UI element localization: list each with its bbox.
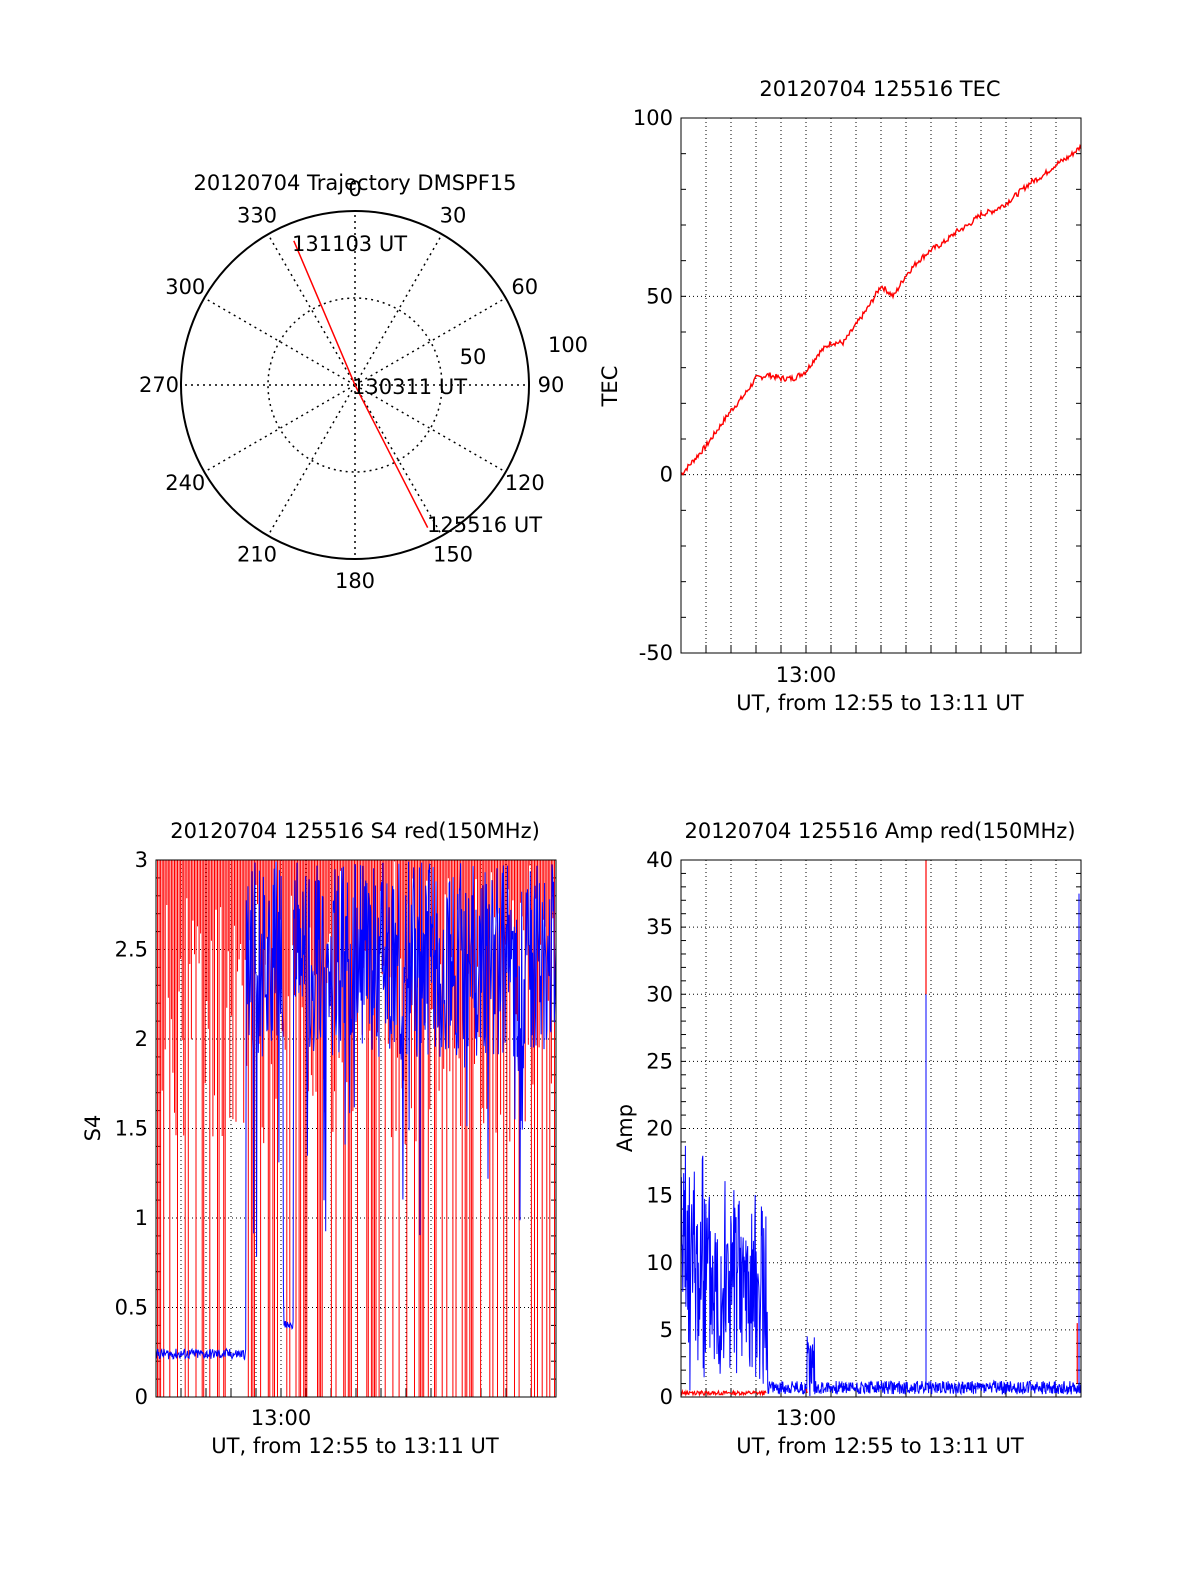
amp-red-series — [680, 860, 1078, 1397]
polar-trajectory-line — [293, 240, 429, 528]
amp-yticks-40: 40 — [646, 848, 673, 872]
s4-frame — [155, 859, 557, 1398]
traj-label-end: 131103 UT — [292, 232, 407, 256]
polar-grid — [181, 211, 529, 559]
polar-trajectory — [293, 240, 429, 528]
tec-xlabel: UT, from 12:55 to 13:11 UT — [736, 691, 1024, 715]
polar-azimuth-label-0: 0 — [348, 177, 361, 201]
tec-panel: 20120704 125516 TEC -50 0 50 100 13:00 UT, … — [598, 77, 1082, 715]
polar-azimuth-label-210: 210 — [237, 543, 277, 567]
tec-grid — [681, 117, 1081, 654]
polar-azimuth-label-240: 240 — [165, 471, 205, 495]
polar-spoke-330 — [267, 233, 356, 386]
traj-label-mid: 130311 UT — [352, 375, 467, 399]
polar-radial-label-50: 50 — [460, 345, 487, 369]
tec-frame — [680, 117, 1082, 654]
amp-y-tick-labels: 0 5 10 15 20 25 30 35 40 — [646, 848, 673, 1409]
polar-spoke-150 — [354, 384, 443, 537]
tec-y-tick-labels: -50 0 50 100 — [633, 106, 673, 665]
polar-azimuth-labels: 0 30 60 90 120 150 180 210 240 270 300 330 — [139, 177, 564, 593]
polar-azimuth-label-30: 30 — [440, 203, 467, 227]
polar-title: 20120704 Trajectory DMSPF15 — [193, 171, 516, 195]
s4-yticks-0.5: 0.5 — [115, 1296, 148, 1320]
polar-azimuth-label-300: 300 — [165, 275, 205, 299]
amp-grid — [681, 859, 1081, 1398]
amp-xlabel: UT, from 12:55 to 13:11 UT — [736, 1434, 1024, 1458]
s4-panel: 20120704 125516 S4 red(150MHz) 0 0.5 1 1.5 2… — [81, 819, 557, 1458]
amp-title: 20120704 125516 Amp red(150MHz) — [684, 819, 1075, 843]
polar-azimuth-label-120: 120 — [505, 471, 545, 495]
amp-yticks-0: 0 — [660, 1385, 673, 1409]
polar-spoke-60 — [354, 297, 507, 386]
tec-yticks--50: -50 — [639, 641, 673, 665]
polar-plot: 20120704 Trajectory DMSPF15 0 30 60 90 120 15… — [139, 171, 588, 593]
polar-spoke-240 — [203, 384, 356, 473]
polar-azimuth-label-60: 60 — [511, 275, 538, 299]
polar-spoke-120 — [354, 384, 507, 473]
traj-label-start: 125516 UT — [427, 513, 542, 537]
s4-y-tick-labels: 0 0.5 1 1.5 2 2.5 3 — [115, 848, 148, 1409]
polar-spoke-300 — [203, 297, 356, 386]
amp-frame — [680, 859, 1082, 1398]
amp-yticks-35: 35 — [646, 915, 673, 939]
tec-x-tick-1300: 13:00 — [776, 663, 837, 687]
polar-azimuth-label-90: 90 — [538, 373, 565, 397]
tec-yticks-0: 0 — [660, 463, 673, 487]
tec-ylabel: TEC — [598, 366, 622, 408]
polar-azimuth-label-330: 330 — [237, 203, 277, 227]
polar-spoke-210 — [267, 384, 356, 537]
polar-grid-ring-50 — [267, 297, 443, 473]
polar-azimuth-label-180: 180 — [335, 569, 375, 593]
tec-yticks-100: 100 — [633, 106, 673, 130]
polar-azimuth-label-150: 150 — [433, 543, 473, 567]
tec-yticks-50: 50 — [646, 284, 673, 308]
amp-blue-series — [680, 893, 1082, 1397]
amp-yticks-25: 25 — [646, 1049, 673, 1073]
amp-yticks-30: 30 — [646, 982, 673, 1006]
s4-yticks-0: 0 — [135, 1385, 148, 1409]
s4-yticks-3: 3 — [135, 848, 148, 872]
s4-ylabel: S4 — [81, 1115, 105, 1142]
amp-ylabel: Amp — [613, 1104, 637, 1152]
polar-radial-label-100: 100 — [548, 333, 588, 357]
s4-xlabel: UT, from 12:55 to 13:11 UT — [211, 1434, 499, 1458]
s4-blue-series — [155, 861, 557, 1361]
amp-yticks-5: 5 — [660, 1318, 673, 1342]
amp-x-tick-1300: 13:00 — [776, 1406, 837, 1430]
polar-spoke-30 — [354, 233, 443, 386]
amp-panel: 20120704 125516 Amp red(150MHz) 0 5 10 15 20… — [613, 819, 1082, 1458]
polar-azimuth-label-270: 270 — [139, 373, 179, 397]
s4-yticks-2: 2 — [135, 1027, 148, 1051]
s4-yticks-1.5: 1.5 — [115, 1117, 148, 1141]
amp-yticks-15: 15 — [646, 1184, 673, 1208]
amp-yticks-20: 20 — [646, 1117, 673, 1141]
tec-title: 20120704 125516 TEC — [759, 77, 1000, 101]
amp-yticks-10: 10 — [646, 1251, 673, 1275]
s4-yticks-2.5: 2.5 — [115, 938, 148, 962]
s4-title: 20120704 125516 S4 red(150MHz) — [170, 819, 540, 843]
tec-series-line — [680, 143, 1082, 476]
s4-yticks-1: 1 — [135, 1206, 148, 1230]
s4-x-tick-1300: 13:00 — [251, 1406, 312, 1430]
polar-outer-ring — [180, 210, 530, 560]
